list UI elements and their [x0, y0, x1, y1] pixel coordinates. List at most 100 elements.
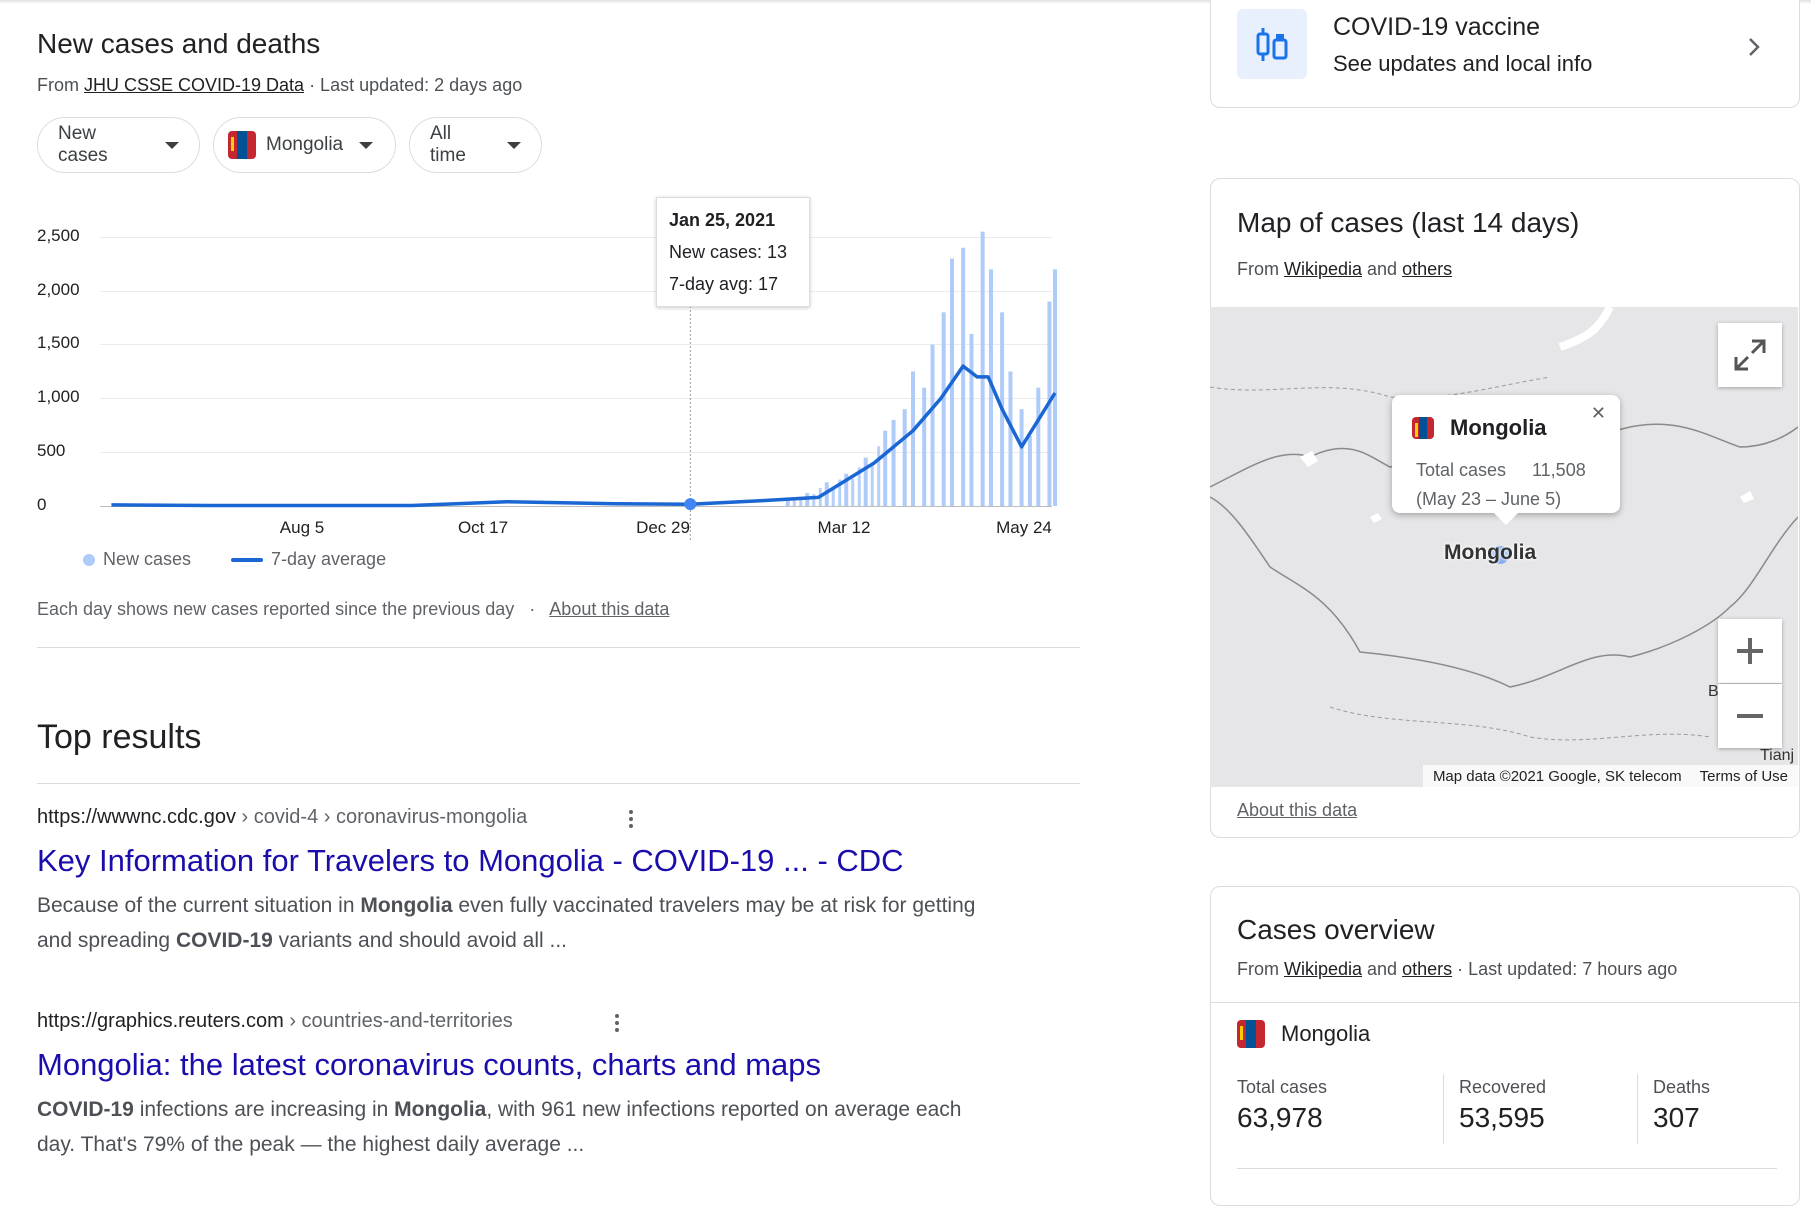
plus-icon: [1737, 638, 1763, 664]
top-results-heading: Top results: [37, 718, 202, 756]
y-tick-label: 500: [37, 441, 66, 460]
x-tick-label: Mar 12: [817, 518, 871, 537]
results-divider: [37, 783, 1080, 784]
popup-pointer: [1494, 513, 1518, 525]
bar-swatch-icon: [83, 553, 95, 566]
source-prefix: From: [1237, 259, 1284, 279]
new-cases-bar: [792, 500, 796, 506]
chevron-right-icon: [1747, 37, 1761, 62]
close-icon[interactable]: ✕: [1590, 403, 1606, 423]
footnote-separator: ·: [529, 599, 536, 619]
wikipedia-link[interactable]: Wikipedia: [1284, 959, 1363, 979]
snippet-bold: Mongolia: [360, 894, 453, 917]
stats-divider: [1237, 1168, 1777, 1169]
new-cases-bar: [1019, 409, 1024, 506]
minus-icon: [1737, 714, 1763, 718]
snippet-text: even fully vaccinated travelers may be a…: [37, 894, 976, 952]
stat-label: Recovered: [1459, 1077, 1547, 1097]
gridline: [100, 291, 1052, 292]
chart-source: From JHU CSSE COVID-19 Data · Last updat…: [37, 75, 522, 96]
others-link[interactable]: others: [1402, 259, 1453, 279]
country-dropdown[interactable]: Mongolia: [213, 117, 396, 173]
result-snippet: COVID-19 infections are increasing in Mo…: [37, 1092, 997, 1162]
wikipedia-link[interactable]: Wikipedia: [1284, 259, 1363, 279]
legend-line-label: 7-day average: [271, 549, 387, 569]
result-snippet: Because of the current situation in Mong…: [37, 888, 997, 958]
snippet-text: variants and should avoid all ...: [272, 929, 567, 952]
new-cases-bar: [883, 430, 888, 506]
mongolia-flag-icon: [1237, 1020, 1265, 1048]
new-cases-bar: [911, 371, 916, 506]
source-updated: · Last updated: 7 hours ago: [1452, 959, 1678, 979]
tooltip-new-cases: New cases: 13: [669, 242, 788, 262]
x-tick-label: Dec 29: [636, 518, 690, 537]
line-swatch-icon: [231, 557, 263, 562]
chevron-down-icon: [507, 141, 521, 149]
new-cases-bar: [1008, 371, 1013, 506]
stat-label: Total cases: [1237, 1077, 1328, 1097]
stat-value: 53,595: [1459, 1102, 1545, 1133]
popup-country: Mongolia: [1450, 415, 1547, 440]
more-options-icon[interactable]: [615, 1014, 619, 1035]
new-cases-bar: [863, 457, 868, 506]
7-day-average-line: [111, 364, 1057, 508]
jhu-source-link[interactable]: JHU CSSE COVID-19 Data: [84, 75, 305, 95]
more-options-icon[interactable]: [629, 810, 633, 831]
overview-divider: [1211, 1002, 1799, 1003]
vaccine-card[interactable]: COVID-19 vaccine See updates and local i…: [1210, 0, 1800, 108]
result-title-link[interactable]: Key Information for Travelers to Mongoli…: [37, 843, 904, 878]
section-divider: [37, 647, 1080, 648]
time-range-dropdown[interactable]: All time: [409, 117, 542, 173]
gridline: [100, 398, 1052, 399]
new-cases-bar: [844, 473, 849, 506]
legend-new-cases: New cases: [83, 549, 191, 570]
metric-dropdown[interactable]: New cases: [37, 117, 200, 173]
legend-7day-average: 7-day average: [231, 549, 386, 570]
cases-chart[interactable]: [0, 0, 1100, 540]
about-this-data-link[interactable]: About this data: [549, 599, 670, 619]
overview-source: From Wikipedia and others · Last updated…: [1237, 959, 1677, 980]
others-link[interactable]: others: [1402, 959, 1453, 979]
zoom-in-button[interactable]: [1718, 619, 1782, 683]
new-cases-bar: [941, 312, 946, 506]
chart-footnote: Each day shows new cases reported since …: [37, 599, 669, 620]
vaccine-icon: [1237, 9, 1307, 79]
popup-total-value: 11,508: [1532, 460, 1586, 480]
tooltip-date: Jan 25, 2021: [669, 210, 776, 230]
x-tick-label: Oct 17: [457, 518, 509, 537]
result-url[interactable]: https://graphics.reuters.com › countries…: [37, 1010, 513, 1033]
snippet-bold: COVID-19: [37, 1098, 134, 1121]
new-cases-bar: [902, 409, 907, 506]
popup-date-range: (May 23 – June 5): [1416, 489, 1562, 509]
stat-label: Deaths: [1653, 1077, 1711, 1097]
result-domain: https://wwwnc.cdc.gov: [37, 806, 236, 828]
mongolia-flag-icon: [228, 131, 256, 159]
fullscreen-button[interactable]: [1718, 323, 1782, 387]
source-prefix: From: [1237, 959, 1284, 979]
top-shadow: [0, 0, 1811, 4]
terms-of-use-link[interactable]: Terms of Use: [1699, 767, 1788, 785]
result-url[interactable]: https://wwwnc.cdc.gov › covid-4 › corona…: [37, 806, 527, 829]
cases-map[interactable]: Mongolia ✕ Total cases 11,508 (May 23 – …: [1210, 307, 1798, 787]
snippet-bold: COVID-19: [175, 929, 273, 952]
cases-overview-card: [1210, 886, 1800, 1206]
vaccine-title: COVID-19 vaccine: [1333, 13, 1541, 41]
metric-dropdown-label: New cases: [58, 123, 108, 166]
about-this-data-link[interactable]: About this data: [1237, 800, 1358, 820]
new-cases-bar: [812, 494, 816, 506]
footnote-text: Each day shows new cases reported since …: [37, 599, 515, 619]
stat-value: 63,978: [1237, 1102, 1323, 1133]
new-cases-bar: [857, 467, 861, 506]
stat-separator: [1443, 1074, 1444, 1144]
zoom-out-button[interactable]: [1718, 684, 1782, 748]
snippet-text: infections are increasing in: [133, 1098, 395, 1121]
new-cases-bar: [980, 231, 985, 506]
x-tick-label: Aug 5: [279, 518, 325, 537]
result-title-link[interactable]: Mongolia: the latest coronavirus counts,…: [37, 1047, 822, 1082]
source-updated: · Last updated: 2 days ago: [304, 75, 523, 95]
gridline: [100, 237, 1052, 238]
snippet-text: , with 961 new infections reported on av…: [37, 1098, 962, 1156]
popup-total-label: Total cases: [1416, 460, 1507, 480]
hover-point: [684, 498, 697, 511]
new-cases-bar: [799, 496, 803, 506]
